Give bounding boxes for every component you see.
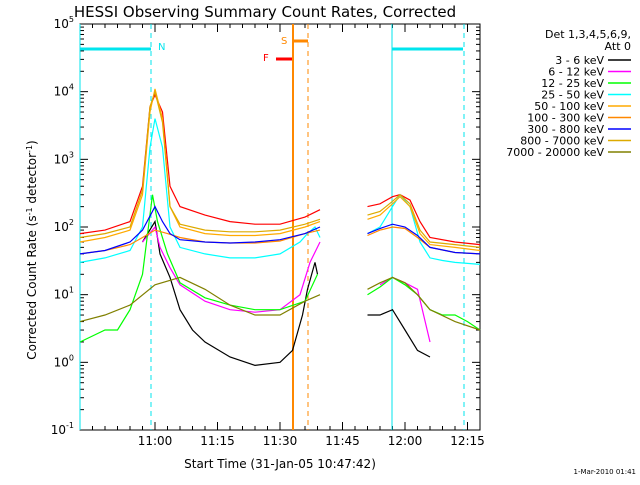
y-tick-label: 104 xyxy=(54,83,74,99)
legend-entry-label: 12 - 25 keV xyxy=(541,77,604,90)
x-tick-label: 12:00 xyxy=(388,434,423,448)
series-line xyxy=(79,276,481,331)
y-tick-label: 102 xyxy=(54,218,74,234)
legend-title-1: Det 1,3,4,5,6,9, xyxy=(545,28,631,41)
legend-entry-label: 800 - 7000 keV xyxy=(520,135,604,148)
legend-entry-label: 300 - 800 keV xyxy=(527,123,604,136)
plot-area: 10-1 100 101 102 103 104 105 11:00 11:15 11:30 11:… xyxy=(51,15,485,448)
flare-label: F xyxy=(263,53,269,64)
night-label: N xyxy=(158,42,165,53)
y-tick-label: 10-1 xyxy=(51,421,74,437)
legend-entry-label: 7000 - 20000 keV xyxy=(506,146,604,159)
y-tick-label: 100 xyxy=(54,353,74,369)
series-line xyxy=(79,118,481,265)
saa-label: S xyxy=(281,36,287,47)
series-line xyxy=(79,194,481,343)
x-tick-label: 11:15 xyxy=(200,434,235,448)
y-tick-label: 101 xyxy=(54,286,74,302)
series-line xyxy=(79,89,481,248)
legend-entry-label: 6 - 12 keV xyxy=(548,66,604,79)
series-line-red xyxy=(79,93,481,246)
x-tick-label: 11:30 xyxy=(263,434,298,448)
x-axis-label: Start Time (31-Jan-05 10:47:42) xyxy=(184,457,376,471)
x-tick-label: 11:00 xyxy=(138,434,173,448)
series-line xyxy=(142,225,431,343)
legend-title-2: Att 0 xyxy=(605,40,631,53)
y-tick-label: 103 xyxy=(54,150,74,166)
legend-entry-label: 3 - 6 keV xyxy=(555,54,604,67)
series-line xyxy=(79,88,481,252)
plot-frame xyxy=(79,23,481,431)
series-line xyxy=(79,205,481,255)
footer-date: 1-Mar-2010 01:41 xyxy=(574,468,636,476)
x-tick-label: 12:15 xyxy=(450,434,485,448)
y-axis-label: Corrected Count Rate (s-1 detector-1) xyxy=(25,140,40,359)
legend-entry-label: 100 - 300 keV xyxy=(527,112,604,125)
chart-title: HESSI Observing Summary Count Rates, Cor… xyxy=(74,3,456,21)
series-line xyxy=(141,219,431,367)
legend-entry-label: 50 - 100 keV xyxy=(534,100,604,113)
x-tick-label: 11:45 xyxy=(325,434,360,448)
y-tick-label: 105 xyxy=(54,15,74,31)
legend-entry-label: 25 - 50 keV xyxy=(541,89,604,102)
